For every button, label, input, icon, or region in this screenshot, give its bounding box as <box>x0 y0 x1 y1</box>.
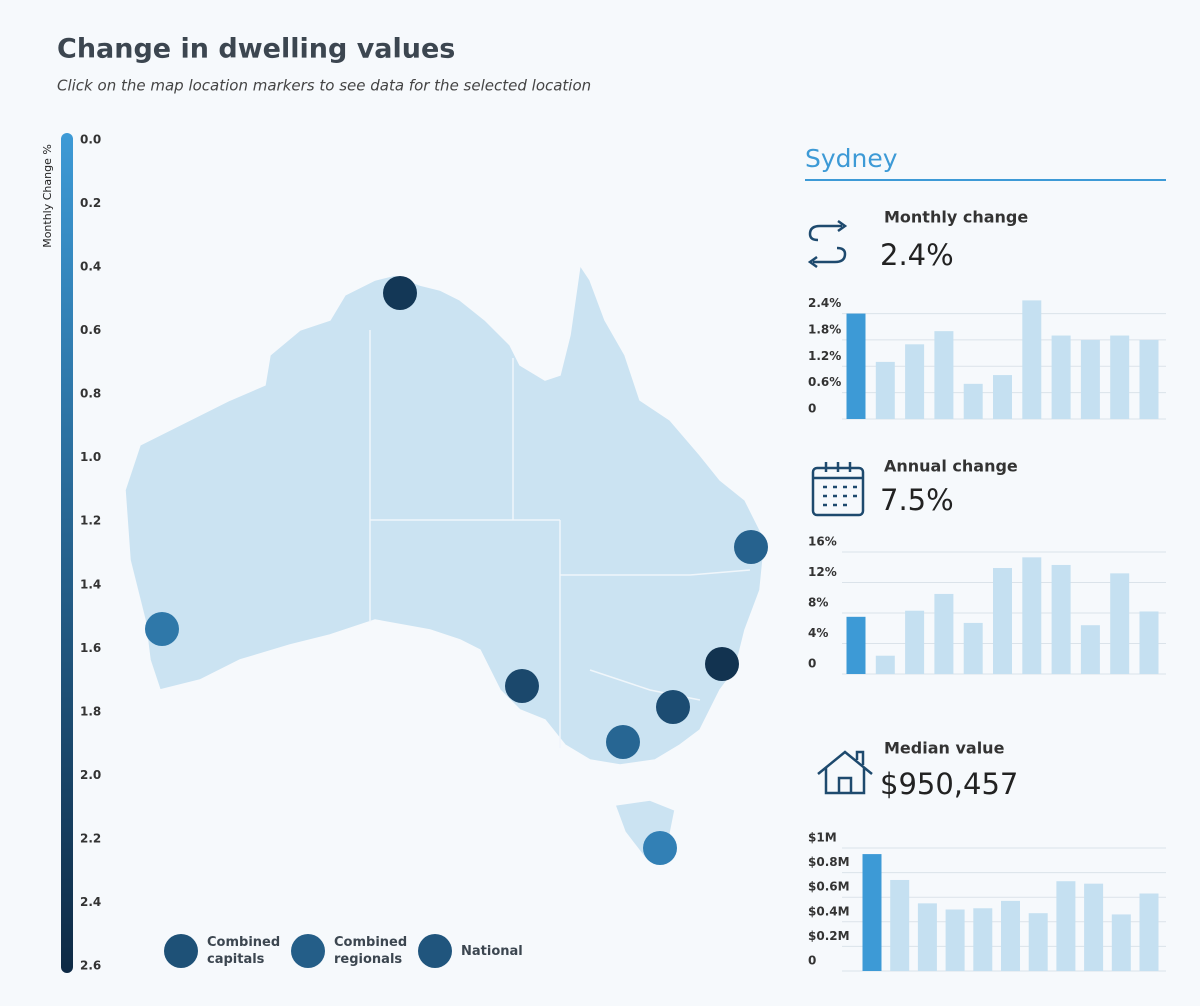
legend-item: National <box>461 944 523 959</box>
y-tick-label: $0.2M <box>808 929 850 943</box>
bar <box>846 616 866 674</box>
bar <box>862 854 882 971</box>
bar <box>875 361 895 419</box>
bar <box>993 568 1012 674</box>
bar <box>1022 300 1042 419</box>
bar <box>1110 335 1130 419</box>
color-tick-label: 0.0 <box>80 133 101 147</box>
color-tick-label: 0.6 <box>80 323 101 337</box>
bar <box>1080 339 1100 419</box>
calendar-detail <box>813 462 863 507</box>
bar <box>890 879 910 971</box>
map-marker[interactable] <box>505 669 539 703</box>
metric-title: Median value <box>884 739 1005 758</box>
subtitle: Click on the map location markers to see… <box>57 77 591 95</box>
bar <box>934 331 954 419</box>
color-tick-label: 1.8 <box>80 704 101 718</box>
color-tick-label: 0.8 <box>80 387 101 401</box>
australia <box>124 262 766 766</box>
bar <box>917 903 937 971</box>
y-tick-label: 8% <box>808 596 828 610</box>
y-tick-label: 0 <box>808 402 816 416</box>
bar <box>1139 339 1159 419</box>
bar <box>875 655 895 674</box>
metric-value: 7.5% <box>880 483 954 517</box>
color-tick-label: 2.6 <box>80 959 101 973</box>
color-tick-label: 2.0 <box>80 768 101 782</box>
bar <box>1139 611 1159 674</box>
bar <box>1080 625 1100 674</box>
color-tick-label: 2.2 <box>80 831 101 845</box>
map-marker[interactable] <box>734 530 768 564</box>
metric-value: $950,457 <box>880 767 1018 801</box>
legend-item: Combined capitals <box>207 935 281 967</box>
color-tick-label: 2.4 <box>80 895 101 909</box>
y-tick-label: $0.8M <box>808 855 850 869</box>
y-tick-label: 4% <box>808 626 828 640</box>
bar <box>963 383 983 419</box>
metric-title: Annual change <box>884 457 1018 476</box>
metric-title: Monthly change <box>884 208 1028 227</box>
legend-marker[interactable] <box>164 934 198 968</box>
bar <box>1022 557 1042 674</box>
map-marker[interactable] <box>643 831 677 865</box>
bar <box>846 313 866 419</box>
legend-marker[interactable] <box>418 934 452 968</box>
bar <box>993 375 1012 419</box>
bar <box>1051 335 1071 419</box>
metric-value: 2.4% <box>880 238 954 272</box>
y-tick-label: 2.4% <box>808 296 841 310</box>
icons <box>807 219 873 795</box>
bar <box>1001 900 1020 971</box>
y-tick-label: 0.6% <box>808 375 841 389</box>
y-tick-label: 0 <box>808 954 816 968</box>
state-borders <box>369 330 751 748</box>
legend-item: Combined regionals <box>334 935 408 967</box>
color-tick-label: 1.4 <box>80 577 101 591</box>
y-tick-label: 16% <box>808 535 837 549</box>
legend-marker[interactable] <box>291 934 325 968</box>
color-tick-label: 1.6 <box>80 641 101 655</box>
bar <box>905 610 925 674</box>
map-marker[interactable] <box>145 612 179 646</box>
color-bar-label: Monthly Change % <box>41 144 54 248</box>
bar <box>905 344 925 419</box>
bar <box>1110 573 1130 674</box>
bar <box>1051 564 1071 674</box>
house-icon <box>817 750 873 795</box>
title: Change in dwelling values <box>57 34 455 65</box>
legend-label: Combined capitals <box>207 935 281 967</box>
bar <box>934 593 954 674</box>
y-tick-label: 1.2% <box>808 349 841 363</box>
location-title: Sydney <box>805 144 898 173</box>
y-tick-label: $0.6M <box>808 880 850 894</box>
map-marker[interactable] <box>656 690 690 724</box>
bar <box>963 622 983 674</box>
bar <box>1056 881 1076 971</box>
y-tick-label: 1.8% <box>808 322 841 336</box>
map-marker[interactable] <box>383 276 417 310</box>
map <box>124 262 766 859</box>
color-tick-label: 1.0 <box>80 450 101 464</box>
y-tick-label: 0 <box>808 657 816 671</box>
y-tick-label: 12% <box>808 565 837 579</box>
bar <box>973 908 993 971</box>
bar <box>945 909 965 971</box>
bar <box>1111 914 1131 971</box>
color-bar <box>61 133 73 973</box>
color-tick-label: 0.4 <box>80 260 101 274</box>
color-tick-label: 0.2 <box>80 196 101 210</box>
bar <box>1139 893 1159 971</box>
bar <box>1028 913 1048 971</box>
y-tick-label: $1M <box>808 831 837 845</box>
map-marker[interactable] <box>606 725 640 759</box>
change-icon <box>807 219 848 269</box>
legend-label: National <box>461 944 523 959</box>
y-tick-label: $0.4M <box>808 904 850 918</box>
bar <box>1084 883 1104 971</box>
color-tick-label: 1.2 <box>80 514 101 528</box>
map-marker[interactable] <box>705 647 739 681</box>
legend-label: Combined regionals <box>334 935 408 967</box>
